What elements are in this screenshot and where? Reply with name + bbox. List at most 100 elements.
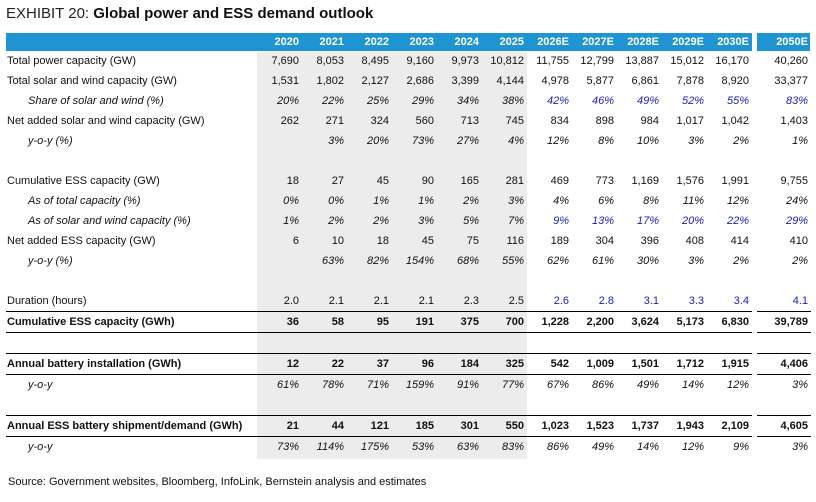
value-cell: 49% [636, 95, 659, 107]
value-cell: 16,170 [715, 55, 749, 67]
value-cell: 700 [482, 311, 527, 333]
value-cell [757, 332, 811, 354]
value-cell: 745 [505, 115, 524, 127]
row-label: Share of solar and wind (%) [28, 95, 164, 107]
value-cell: 1,009 [572, 353, 617, 375]
value-cell [482, 332, 527, 354]
table-row: Duration (hours) 2.0 2.1 2.1 2.1 2.3 2.5 2.6 2.8… [6, 291, 811, 312]
value-cell [662, 332, 707, 354]
value-cell: 18 [376, 235, 389, 247]
value-cell [392, 395, 437, 416]
value-cell: 17% [636, 215, 659, 227]
value-cell: 1,228 [527, 311, 572, 333]
value-cell: 86% [546, 441, 569, 453]
value-cell: 1,915 [707, 353, 752, 375]
value-cell: 8,053 [316, 55, 344, 67]
value-cell: 3% [792, 441, 808, 453]
value-cell: 2.1 [347, 291, 392, 312]
header-label-cell [6, 33, 257, 51]
year-header: 2022 [364, 36, 389, 48]
table-row: Net added solar and wind capacity (GW) 26… [6, 111, 811, 131]
value-cell: 52% [681, 95, 704, 107]
value-cell: 408 [685, 235, 704, 247]
value-cell: 773 [595, 175, 614, 187]
table-row: y-o-y (%) 63% 82% 154% 68% 55% 62% 61% 30% 3% 2% 2% [6, 251, 811, 271]
value-cell: 11% [682, 195, 704, 207]
value-cell: 38% [501, 95, 524, 107]
value-cell: 8,920 [721, 75, 749, 87]
value-cell: 114% [316, 441, 344, 453]
exhibit-name: Global power and ESS demand outlook [93, 5, 374, 22]
value-cell [302, 395, 347, 416]
value-cell: 560 [415, 115, 434, 127]
value-cell: 22% [726, 215, 749, 227]
year-header: 2023 [409, 36, 434, 48]
value-cell: 91% [456, 379, 479, 391]
value-cell: 68% [456, 255, 479, 267]
table-row: Share of solar and wind (%) 20% 22% 25% 29% 3… [6, 91, 811, 111]
value-cell: 6% [598, 195, 614, 207]
value-cell: 13,887 [625, 55, 659, 67]
row-label: y-o-y [28, 379, 53, 391]
value-cell: 34% [456, 95, 479, 107]
value-cell: 2.8 [572, 291, 617, 312]
table-row: y-o-y (%) 3% 20% 73% 27% 4% 12% 8% 10% 3% 2% 1% [6, 131, 811, 151]
value-cell: 4,605 [757, 415, 811, 437]
row-label [6, 332, 257, 354]
value-cell: 58 [302, 311, 347, 333]
row-label: y-o-y [28, 441, 53, 453]
row-label: Cumulative ESS capacity (GWh) [6, 311, 257, 333]
value-cell: 24% [785, 195, 808, 207]
value-cell [392, 151, 437, 171]
value-cell: 301 [437, 415, 482, 437]
table-body: Total power capacity (GW) 7,690 8,053 8,495… [6, 51, 811, 457]
value-cell: 3% [688, 135, 704, 147]
value-cell: 12% [546, 135, 569, 147]
row-label: Annual battery installation (GWh) [6, 353, 257, 375]
value-cell: 3% [418, 215, 434, 227]
value-cell: 29% [411, 95, 434, 107]
value-cell: 63% [456, 441, 479, 453]
header-gap-cell [752, 33, 757, 51]
value-cell: 165 [460, 175, 479, 187]
value-cell: 6 [292, 235, 299, 247]
value-cell: 7,690 [271, 55, 299, 67]
value-cell: 82% [366, 255, 389, 267]
value-cell: 7,878 [676, 75, 704, 87]
value-cell: 1% [373, 195, 389, 207]
value-cell: 22% [321, 95, 344, 107]
value-cell [257, 251, 302, 271]
value-cell [707, 271, 752, 291]
row-label: Net added solar and wind capacity (GW) [7, 115, 205, 127]
value-cell: 1,531 [271, 75, 299, 87]
value-cell: 834 [550, 115, 569, 127]
header-row: 2020 2021 2022 2023 2024 2025 2026E 2027E 2028E 2… [6, 33, 811, 51]
exhibit-number: EXHIBIT 20: [6, 5, 90, 22]
value-cell [527, 395, 572, 416]
value-cell [482, 395, 527, 416]
value-cell: 2.0 [257, 291, 302, 312]
value-cell: 8,495 [361, 55, 389, 67]
value-cell: 0% [283, 195, 299, 207]
value-cell: 12% [681, 441, 704, 453]
value-cell [757, 395, 811, 416]
table-row: As of total capacity (%) 0% 0% 1% 1% 2% 3% 4% 6%… [6, 191, 811, 211]
value-cell [302, 332, 347, 354]
value-cell: 2% [373, 215, 389, 227]
row-label: Cumulative ESS capacity (GW) [7, 175, 160, 187]
value-cell: 713 [460, 115, 479, 127]
table-row: Annual battery installation (GWh) 12 22 37 9… [6, 353, 811, 375]
value-cell [257, 395, 302, 416]
value-cell: 7% [508, 215, 524, 227]
row-label: As of solar and wind capacity (%) [28, 215, 191, 227]
value-cell: 189 [550, 235, 569, 247]
value-cell: 9,160 [406, 55, 434, 67]
value-cell: 1,023 [527, 415, 572, 437]
value-cell [392, 332, 437, 354]
row-label: y-o-y (%) [28, 135, 73, 147]
value-cell: 2.5 [482, 291, 527, 312]
value-cell [347, 151, 392, 171]
table-row: Annual ESS battery shipment/demand (GWh)… [6, 415, 811, 437]
value-cell [707, 151, 752, 171]
value-cell: 3.3 [662, 291, 707, 312]
